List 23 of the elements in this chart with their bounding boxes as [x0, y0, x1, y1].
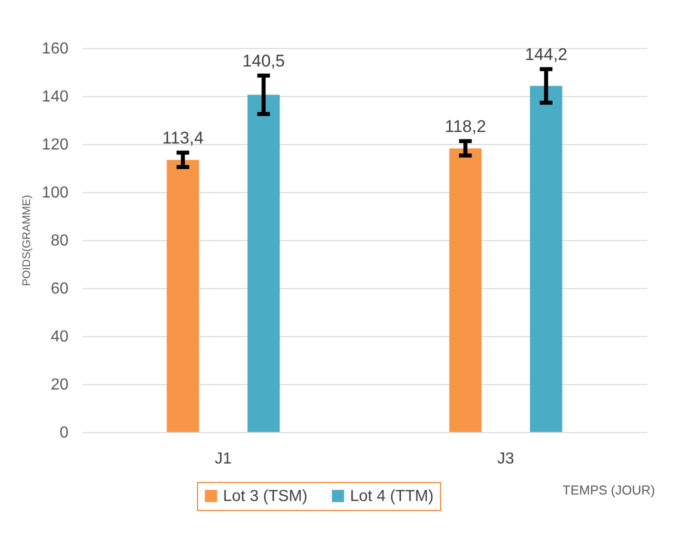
y-tick-label: 80 — [50, 232, 69, 250]
x-axis-title: TEMPS (JOUR) — [562, 482, 655, 498]
data-label: 140,5 — [242, 52, 285, 71]
y-tick-label: 0 — [60, 424, 69, 442]
y-tick-label: 140 — [42, 88, 69, 106]
legend-label: Lot 3 (TSM) — [223, 488, 308, 505]
data-label: 144,2 — [524, 45, 568, 64]
y-tick-label: 160 — [42, 40, 69, 58]
y-tick-label: 60 — [50, 280, 69, 298]
bar — [449, 148, 482, 432]
y-tick-label: 20 — [50, 376, 69, 394]
y-tick-label: 120 — [42, 136, 69, 154]
legend-label: Lot 4 (TTM) — [350, 488, 434, 505]
bar — [247, 94, 280, 432]
y-axis-title: POIDS(GRAMME) — [20, 194, 33, 286]
y-tick-label: 40 — [50, 328, 69, 346]
x-tick-label: J3 — [497, 450, 514, 468]
data-label: 113,4 — [162, 128, 204, 148]
bar — [166, 160, 200, 432]
x-tick-label: J1 — [214, 450, 232, 468]
y-tick-label: 100 — [42, 184, 69, 202]
bar — [530, 86, 562, 432]
data-label: 118,2 — [444, 117, 486, 136]
